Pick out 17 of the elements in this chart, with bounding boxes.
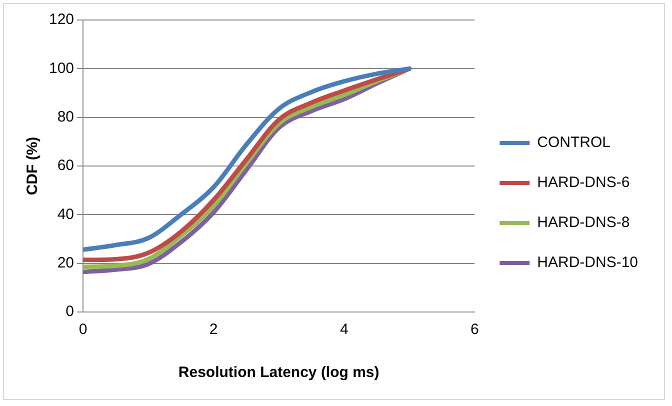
x-tick-label: 0 [78, 321, 88, 338]
legend-label: CONTROL [537, 134, 610, 152]
y-tick-label: 20 [57, 254, 74, 272]
y-tick-label: 100 [48, 60, 74, 77]
y-tick-label: 120 [48, 11, 74, 28]
x-axis-title: Resolution Latency (log ms) [178, 364, 380, 382]
legend-label: HARD-DNS-6 [537, 174, 630, 192]
y-tick-label: 0 [66, 303, 74, 320]
y-tick-label: 80 [57, 108, 74, 126]
x-tick-label: 2 [209, 321, 218, 338]
y-axis-title: CDF (%) [24, 136, 42, 196]
x-tick-label: 4 [340, 321, 348, 338]
y-tick-label: 60 [57, 157, 74, 174]
y-tick-label: 40 [57, 206, 74, 223]
x-tick-label: 6 [470, 321, 479, 338]
legend-label: HARD-DNS-8 [537, 214, 630, 232]
legend-label: HARD-DNS-10 [537, 254, 638, 272]
